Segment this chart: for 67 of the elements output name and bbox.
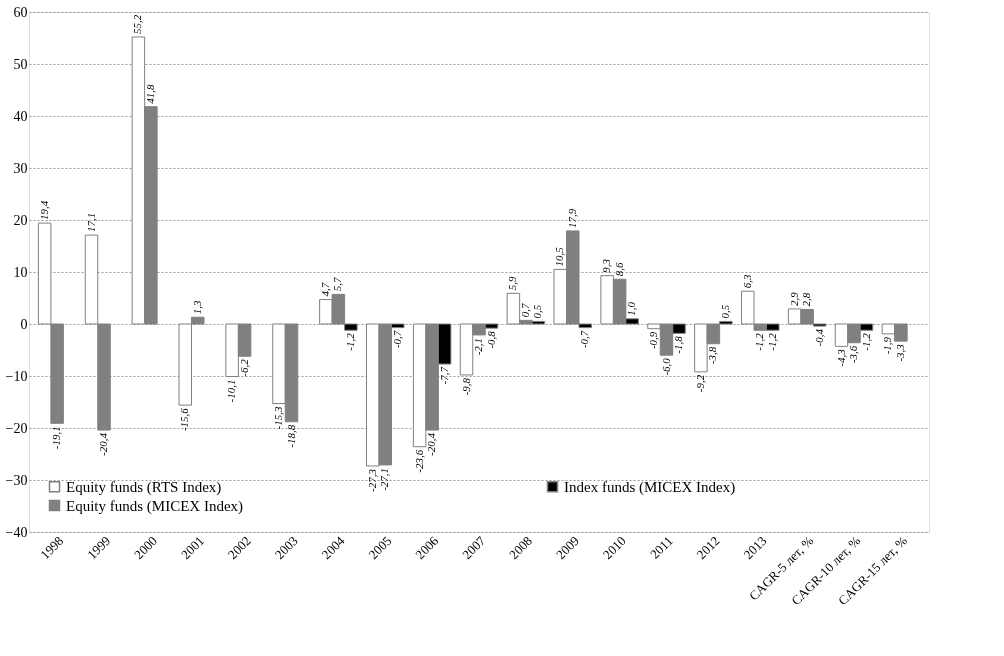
data-label: -4,3: [834, 348, 847, 367]
data-label: -9,2: [693, 374, 706, 393]
data-label: -3,6: [847, 345, 859, 364]
data-label: 0,7: [518, 303, 531, 318]
y-tick-label: 60: [13, 4, 28, 20]
legend-label: Index funds (MICEX Index): [564, 478, 736, 496]
data-label: -19,1: [50, 426, 63, 450]
data-label: 2,8: [800, 292, 813, 307]
x-tick-label: 1999: [84, 533, 114, 563]
x-tick-label: 2011: [647, 533, 676, 562]
data-label: -20,4: [97, 432, 109, 456]
data-label: 19,4: [37, 200, 50, 221]
data-label: -27,1: [378, 467, 391, 491]
data-label: -20,4: [425, 432, 438, 456]
data-label: -15,3: [272, 406, 284, 430]
data-label: -3,3: [893, 343, 906, 362]
data-label: -0,4: [812, 328, 825, 347]
data-label: 55,2: [131, 14, 144, 34]
data-label: 17,9: [565, 208, 578, 228]
data-label: -0,7: [578, 330, 591, 349]
y-tick-label: −40: [5, 524, 28, 540]
data-label: -1,8: [672, 335, 684, 354]
data-label: -2,1: [472, 337, 484, 356]
data-label: 1,0: [625, 301, 638, 316]
data-label: -9,8: [459, 377, 472, 396]
data-label: 4,7: [318, 282, 331, 297]
data-label: 10,5: [553, 246, 566, 267]
data-label: -7,7: [437, 366, 450, 385]
data-label: -1,2: [753, 332, 766, 351]
data-label: 41,8: [143, 83, 156, 104]
data-label: 0,5: [531, 304, 544, 319]
y-tick-label: 40: [13, 108, 28, 124]
data-label: -0,7: [390, 330, 403, 349]
y-tick-label: 0: [20, 316, 28, 332]
data-label: -1,2: [765, 332, 778, 351]
data-label: 0,5: [718, 304, 731, 319]
data-label: -18,8: [284, 424, 297, 448]
data-label: -0,9: [647, 331, 659, 350]
data-label: -6,0: [659, 357, 672, 376]
data-label: -23,6: [412, 449, 425, 473]
data-label: 9,3: [600, 258, 613, 273]
data-label: 17,1: [84, 212, 97, 233]
data-label: -3,8: [706, 346, 719, 365]
data-label: 2,9: [787, 291, 800, 306]
y-tick-label: 10: [13, 264, 28, 280]
data-label: -0,8: [484, 330, 497, 349]
data-label: -15,6: [178, 407, 191, 432]
data-label: 8,6: [612, 262, 625, 277]
y-tick-label: −10: [5, 368, 28, 384]
x-tick-label: 1998: [37, 533, 67, 563]
data-label: 5,7: [331, 277, 344, 292]
data-label: 6,3: [740, 273, 753, 289]
data-label: -1,2: [343, 332, 356, 351]
y-tick-label: 30: [13, 160, 28, 176]
data-label: 1,3: [190, 299, 203, 315]
data-label: -6,2: [237, 358, 250, 377]
y-tick-label: −20: [5, 420, 28, 436]
data-label: -1,9: [881, 336, 894, 355]
legend-label: Equity funds (RTS Index): [66, 478, 222, 496]
data-label: -27,3: [365, 468, 378, 492]
y-tick-label: −30: [5, 472, 28, 488]
data-label: -1,2: [859, 332, 872, 351]
legend-label: Equity funds (MICEX Index): [66, 497, 244, 515]
data-label: 5,9: [506, 276, 519, 291]
y-tick-label: 20: [13, 212, 28, 228]
data-label: -10,1: [225, 379, 238, 403]
y-tick-label: 50: [13, 56, 28, 72]
